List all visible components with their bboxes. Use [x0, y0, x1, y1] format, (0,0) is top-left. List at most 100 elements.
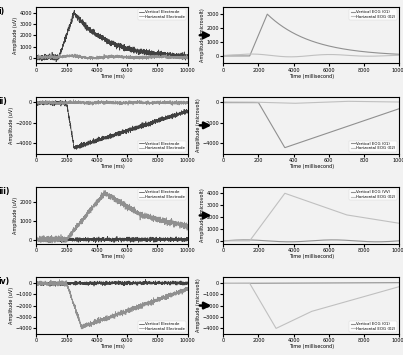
Line: Horizontal Electrode: Horizontal Electrode — [36, 100, 188, 105]
Line: Horizontal Electrode: Horizontal Electrode — [36, 54, 188, 60]
Vertical EOG (01) — [392, 52, 397, 56]
Horizontal Electrode — [108, 195, 112, 200]
Vertical EOG (VV) — [221, 239, 226, 243]
Y-axis label: Amplitude (microvolt): Amplitude (microvolt) — [196, 279, 201, 332]
Horizontal EOG (02) — [274, 326, 278, 331]
Vertical Electrode — [74, 147, 79, 152]
Legend: Vertical Electrode, Horizontal Electrode: Vertical Electrode, Horizontal Electrode — [138, 141, 186, 152]
Horizontal Electrode — [104, 192, 108, 197]
Horizontal EOG (02) — [221, 239, 226, 243]
Vertical EOG (01) — [397, 280, 401, 285]
Vertical Electrode — [181, 237, 186, 241]
Vertical EOG (01) — [283, 146, 287, 150]
Horizontal EOG (02) — [393, 100, 398, 104]
Horizontal Electrode — [181, 225, 186, 229]
Horizontal EOG (02) — [392, 53, 397, 58]
Horizontal EOG (02) — [230, 239, 235, 243]
X-axis label: Time (ms): Time (ms) — [100, 344, 125, 349]
Vertical Electrode — [42, 281, 46, 285]
Vertical Electrode — [48, 284, 52, 289]
Line: Vertical EOG (01): Vertical EOG (01) — [223, 103, 399, 148]
Text: ii): ii) — [0, 97, 7, 106]
Horizontal EOG (02) — [366, 99, 370, 104]
Vertical Electrode — [181, 54, 186, 59]
Vertical Electrode — [181, 280, 186, 284]
Vertical EOG (01) — [221, 281, 226, 285]
Line: Vertical EOG (01): Vertical EOG (01) — [223, 14, 399, 56]
Line: Vertical Electrode: Vertical Electrode — [36, 100, 188, 149]
Vertical Electrode — [108, 281, 112, 285]
Legend: Vertical Electrode, Horizontal Electrode: Vertical Electrode, Horizontal Electrode — [138, 321, 186, 332]
X-axis label: Time (millisecond): Time (millisecond) — [289, 74, 334, 79]
Horizontal Electrode — [108, 315, 112, 319]
Vertical EOG (VV) — [243, 238, 248, 242]
Horizontal Electrode — [181, 288, 186, 292]
Legend: Vertical EOG (01), Horizontal EOG (02): Vertical EOG (01), Horizontal EOG (02) — [349, 9, 397, 20]
Vertical Electrode — [34, 237, 39, 242]
Line: Vertical Electrode: Vertical Electrode — [36, 10, 188, 62]
Vertical Electrode — [181, 238, 186, 242]
Vertical EOG (01) — [391, 280, 396, 285]
Vertical Electrode — [54, 60, 58, 64]
Vertical Electrode — [185, 110, 190, 115]
X-axis label: Time (millisecond): Time (millisecond) — [289, 254, 334, 259]
Vertical EOG (01) — [397, 52, 401, 56]
X-axis label: Time (millisecond): Time (millisecond) — [289, 164, 334, 169]
Line: Vertical EOG (VV): Vertical EOG (VV) — [223, 240, 399, 242]
Horizontal EOG (02) — [306, 311, 311, 315]
Vertical EOG (01) — [302, 36, 307, 40]
Line: Horizontal Electrode: Horizontal Electrode — [36, 191, 188, 243]
Vertical EOG (VV) — [392, 239, 397, 243]
Vertical EOG (01) — [302, 281, 307, 285]
Horizontal Electrode — [153, 100, 158, 105]
Vertical EOG (01) — [306, 38, 311, 42]
Horizontal Electrode — [185, 55, 190, 59]
Y-axis label: Amplitude (uV): Amplitude (uV) — [13, 197, 18, 234]
Vertical EOG (01) — [230, 54, 235, 58]
Horizontal Electrode — [102, 189, 106, 193]
Vertical Electrode — [153, 118, 158, 122]
Horizontal EOG (02) — [391, 220, 396, 225]
Horizontal Electrode — [185, 286, 190, 291]
Horizontal EOG (02) — [230, 281, 235, 285]
Vertical Electrode — [34, 282, 39, 286]
Text: iv): iv) — [0, 277, 10, 286]
Horizontal EOG (02) — [288, 55, 293, 59]
Line: Vertical Electrode: Vertical Electrode — [36, 236, 188, 242]
Vertical Electrode — [42, 237, 46, 241]
Vertical Electrode — [143, 277, 148, 282]
Legend: Vertical Electrode, Horizontal Electrode: Vertical Electrode, Horizontal Electrode — [138, 9, 186, 20]
Vertical EOG (VV) — [397, 239, 401, 243]
Line: Horizontal EOG (02): Horizontal EOG (02) — [223, 54, 399, 57]
Vertical Electrode — [42, 102, 46, 106]
Horizontal Electrode — [34, 237, 39, 241]
Horizontal EOG (02) — [392, 53, 397, 58]
Horizontal Electrode — [185, 100, 190, 105]
Horizontal Electrode — [104, 54, 108, 59]
Horizontal EOG (02) — [305, 101, 310, 105]
Horizontal Electrode — [181, 102, 186, 106]
Horizontal Electrode — [34, 55, 39, 60]
Horizontal Electrode — [181, 99, 186, 103]
Horizontal EOG (02) — [221, 281, 226, 285]
Horizontal EOG (02) — [306, 200, 311, 204]
Y-axis label: Amplitude (uV): Amplitude (uV) — [9, 107, 14, 144]
Horizontal Electrode — [181, 288, 186, 292]
Horizontal EOG (02) — [221, 100, 226, 104]
Horizontal Electrode — [42, 234, 46, 239]
Vertical EOG (01) — [316, 134, 321, 138]
Horizontal EOG (02) — [302, 54, 307, 58]
Vertical Electrode — [181, 54, 186, 58]
X-axis label: Time (millisecond): Time (millisecond) — [289, 344, 334, 349]
Horizontal Electrode — [71, 98, 76, 102]
Horizontal EOG (02) — [344, 99, 349, 103]
Vertical Electrode — [108, 133, 112, 138]
Vertical EOG (VV) — [375, 240, 380, 244]
Horizontal Electrode — [72, 52, 77, 56]
Horizontal EOG (02) — [359, 215, 364, 219]
Vertical EOG (VV) — [392, 239, 397, 243]
X-axis label: Time (ms): Time (ms) — [100, 254, 125, 259]
Horizontal Electrode — [104, 100, 108, 104]
Horizontal EOG (02) — [397, 100, 401, 104]
Horizontal Electrode — [79, 327, 84, 331]
